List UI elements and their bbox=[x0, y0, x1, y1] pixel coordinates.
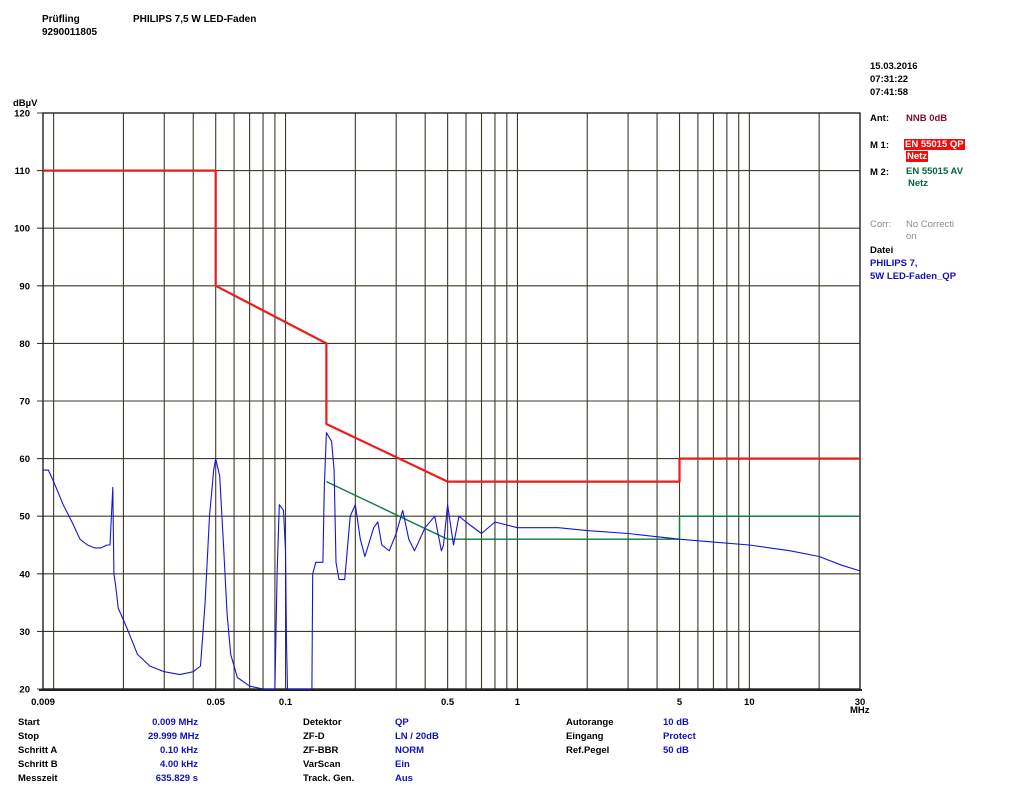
setting-value: 0.009 MHz bbox=[152, 717, 198, 728]
setting-value: 29.999 MHz bbox=[148, 731, 200, 742]
setting-value: Protect bbox=[663, 731, 696, 742]
pruefling-label: Prüfling bbox=[42, 14, 80, 25]
x-tick-label: 0.1 bbox=[279, 697, 293, 708]
settings-col2-values: QP LN / 20dB NORM Ein Aus bbox=[395, 716, 439, 786]
measure-date: 15.03.2016 bbox=[870, 61, 918, 72]
m1-label: M 1: bbox=[870, 140, 889, 151]
setting-value: Aus bbox=[395, 773, 413, 784]
x-tick-label: 5 bbox=[677, 697, 683, 708]
ant-label: Ant: bbox=[870, 113, 889, 124]
y-tick-label: 90 bbox=[19, 281, 30, 292]
settings-col1-values: 0.009 MHz 29.999 MHz 0.10 kHz 4.00 kHz 635.8… bbox=[148, 716, 200, 786]
setting-label: VarScan bbox=[303, 759, 341, 770]
setting-label: Stop bbox=[18, 731, 40, 742]
setting-label: Start bbox=[18, 717, 40, 728]
setting-value: 4.00 kHz bbox=[159, 759, 198, 770]
m2-label: M 2: bbox=[870, 167, 889, 178]
corr-value: No Correcti bbox=[906, 219, 955, 230]
y-tick-label: 60 bbox=[19, 454, 30, 465]
setting-value: 635.829 s bbox=[155, 773, 198, 784]
setting-label: ZF-BBR bbox=[303, 745, 339, 756]
measurement-trace bbox=[43, 432, 861, 690]
m1-legend: EN 55015 QP Netz bbox=[904, 139, 965, 163]
x-tick-label: 0.05 bbox=[206, 697, 225, 708]
m2-legend: EN 55015 AV Netz bbox=[906, 166, 963, 190]
datei-label: Datei bbox=[870, 245, 894, 256]
x-tick-label: 1 bbox=[515, 697, 521, 708]
x-axis-unit: MHz bbox=[850, 705, 870, 716]
setting-label: Messzeit bbox=[18, 773, 58, 784]
settings-col2-labels: Detektor ZF-D ZF-BBR VarScan Track. Gen. bbox=[303, 716, 354, 786]
product-title: PHILIPS 7,5 W LED-Faden bbox=[133, 14, 257, 25]
setting-label: Schritt A bbox=[18, 745, 58, 756]
setting-label: ZF-D bbox=[303, 731, 325, 742]
m2-value2: Netz bbox=[908, 178, 929, 189]
y-tick-label: 20 bbox=[19, 685, 30, 696]
m1-value2: Netz bbox=[906, 151, 929, 162]
y-tick-label: 70 bbox=[19, 397, 30, 408]
settings-col1-labels: Start Stop Schritt A Schritt B Messzeit bbox=[18, 716, 58, 786]
y-tick-label: 120 bbox=[14, 109, 30, 120]
qp-limit-line bbox=[43, 169, 860, 483]
m1-value: EN 55015 QP bbox=[904, 139, 965, 150]
setting-label: Schritt B bbox=[18, 759, 58, 770]
setting-value: 50 dB bbox=[663, 745, 689, 756]
y-tick-label: 40 bbox=[19, 569, 30, 580]
setting-value: 10 dB bbox=[663, 717, 689, 728]
setting-label: Detektor bbox=[303, 717, 342, 728]
y-tick-label: 110 bbox=[15, 166, 30, 177]
x-tick-label: 0.5 bbox=[441, 697, 455, 708]
setting-label: Track. Gen. bbox=[303, 773, 355, 784]
ant-value: NNB 0dB bbox=[906, 113, 948, 124]
settings-col3-labels: Autorange Eingang Ref.Pegel bbox=[566, 716, 614, 758]
corr-values: No Correcti on bbox=[906, 219, 954, 243]
y-tick-label: 50 bbox=[19, 512, 30, 523]
measure-time-end: 07:41:58 bbox=[870, 87, 909, 98]
y-axis-label: dBµV bbox=[13, 98, 38, 109]
setting-label: Eingang bbox=[566, 731, 604, 742]
setting-value: Ein bbox=[395, 759, 410, 770]
pruefling-id: 9290011805 bbox=[42, 27, 98, 38]
y-tick-label: 80 bbox=[19, 339, 30, 350]
corr-label: Corr: bbox=[870, 219, 892, 230]
setting-value: NORM bbox=[395, 745, 425, 756]
settings-col3-values: 10 dB Protect 50 dB bbox=[663, 716, 696, 758]
setting-label: Ref.Pegel bbox=[566, 745, 610, 756]
y-tick-label: 100 bbox=[14, 224, 30, 235]
datei-value2: 5W LED-Faden_QP bbox=[870, 271, 957, 282]
m2-value: EN 55015 AV bbox=[906, 166, 964, 177]
x-tick-label: 10 bbox=[744, 697, 755, 708]
setting-value: QP bbox=[395, 717, 409, 728]
x-tick-label: 0.009 bbox=[31, 697, 55, 708]
setting-label: Autorange bbox=[566, 717, 614, 728]
corr-value2: on bbox=[906, 231, 917, 242]
x-tick-label: 30 bbox=[855, 697, 866, 708]
setting-value: 0.10 kHz bbox=[159, 745, 198, 756]
setting-value: LN / 20dB bbox=[395, 731, 439, 742]
measure-time-start: 07:31:22 bbox=[870, 74, 909, 85]
y-tick-label: 30 bbox=[19, 627, 30, 638]
datei-value: PHILIPS 7, bbox=[870, 258, 918, 269]
